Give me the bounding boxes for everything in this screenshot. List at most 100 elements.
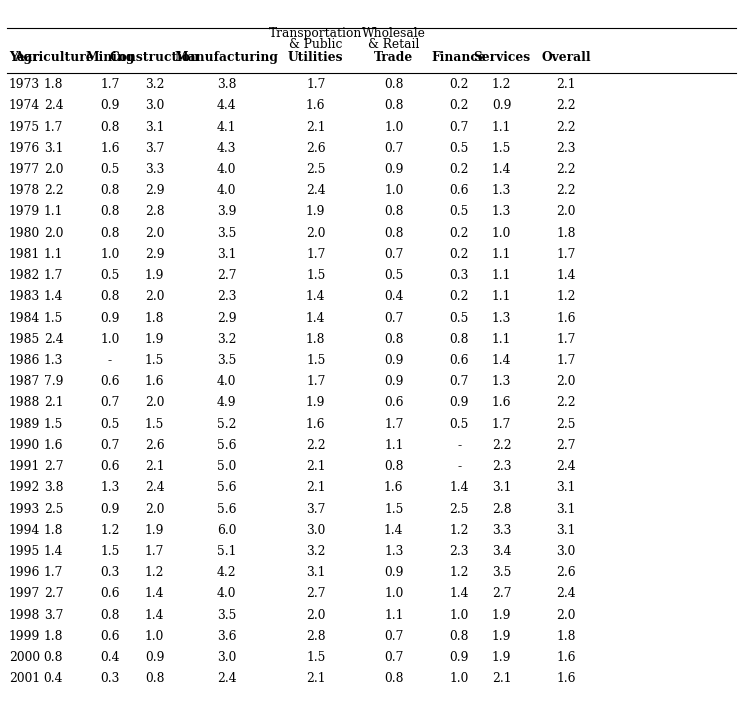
Text: 0.8: 0.8 <box>100 609 120 621</box>
Text: Trade: Trade <box>374 50 413 63</box>
Text: Mining: Mining <box>85 50 134 63</box>
Text: 2.0: 2.0 <box>557 205 576 218</box>
Text: 2.9: 2.9 <box>145 248 164 261</box>
Text: 0.9: 0.9 <box>450 397 469 410</box>
Text: 0.8: 0.8 <box>384 460 403 473</box>
Text: Services: Services <box>473 50 530 63</box>
Text: 1.0: 1.0 <box>100 333 120 346</box>
Text: 0.5: 0.5 <box>384 269 403 282</box>
Text: 1997: 1997 <box>9 587 40 600</box>
Text: 2.1: 2.1 <box>306 481 325 494</box>
Text: 1.7: 1.7 <box>492 417 511 431</box>
Text: 0.9: 0.9 <box>450 651 469 664</box>
Text: 0.8: 0.8 <box>100 227 120 240</box>
Text: -: - <box>108 354 112 367</box>
Text: 2.9: 2.9 <box>145 184 164 197</box>
Text: 2.7: 2.7 <box>44 460 63 473</box>
Text: 1979: 1979 <box>9 205 40 218</box>
Text: 1.4: 1.4 <box>44 290 63 304</box>
Text: 1.5: 1.5 <box>384 503 403 515</box>
Text: 2.3: 2.3 <box>492 460 511 473</box>
Text: 2.7: 2.7 <box>44 587 63 600</box>
Text: 2.7: 2.7 <box>492 587 511 600</box>
Text: 0.8: 0.8 <box>44 651 63 664</box>
Text: 2.2: 2.2 <box>557 121 576 134</box>
Text: 6.0: 6.0 <box>217 524 236 537</box>
Text: 1.6: 1.6 <box>557 311 576 325</box>
Text: 3.1: 3.1 <box>492 481 511 494</box>
Text: Overall: Overall <box>542 50 591 63</box>
Text: 1.3: 1.3 <box>384 545 403 558</box>
Text: Construction: Construction <box>109 50 200 63</box>
Text: 1.1: 1.1 <box>492 333 511 346</box>
Text: 1988: 1988 <box>9 397 40 410</box>
Text: 2.6: 2.6 <box>306 141 325 155</box>
Text: 0.3: 0.3 <box>100 566 120 579</box>
Text: Year: Year <box>9 50 39 63</box>
Text: 1.4: 1.4 <box>557 269 576 282</box>
Text: 0.6: 0.6 <box>450 354 469 367</box>
Text: & Retail: & Retail <box>368 38 420 51</box>
Text: 0.9: 0.9 <box>100 503 120 515</box>
Text: 1.1: 1.1 <box>44 248 63 261</box>
Text: 2.2: 2.2 <box>306 439 325 452</box>
Text: 0.7: 0.7 <box>100 397 120 410</box>
Text: 0.4: 0.4 <box>44 673 63 685</box>
Text: 3.1: 3.1 <box>557 481 576 494</box>
Text: 1.3: 1.3 <box>492 375 511 388</box>
Text: 1.5: 1.5 <box>145 354 164 367</box>
Text: 1987: 1987 <box>9 375 40 388</box>
Text: 2.1: 2.1 <box>44 397 63 410</box>
Text: 2.3: 2.3 <box>450 545 469 558</box>
Text: 1.5: 1.5 <box>492 141 511 155</box>
Text: 0.2: 0.2 <box>450 78 469 91</box>
Text: 1.6: 1.6 <box>306 417 325 431</box>
Text: 3.2: 3.2 <box>217 333 236 346</box>
Text: 2.8: 2.8 <box>306 630 325 643</box>
Text: 1982: 1982 <box>9 269 40 282</box>
Text: 3.0: 3.0 <box>217 651 236 664</box>
Text: 1999: 1999 <box>9 630 40 643</box>
Text: 3.9: 3.9 <box>217 205 236 218</box>
Text: 3.5: 3.5 <box>492 566 511 579</box>
Text: 4.0: 4.0 <box>217 184 236 197</box>
Text: 1.1: 1.1 <box>492 290 511 304</box>
Text: 1.8: 1.8 <box>44 630 63 643</box>
Text: 4.4: 4.4 <box>217 100 236 112</box>
Text: 2.4: 2.4 <box>306 184 325 197</box>
Text: 3.3: 3.3 <box>145 163 164 176</box>
Text: 2.2: 2.2 <box>557 100 576 112</box>
Text: & Public: & Public <box>289 38 343 51</box>
Text: 2.2: 2.2 <box>557 184 576 197</box>
Text: 2.9: 2.9 <box>217 311 236 325</box>
Text: 3.0: 3.0 <box>306 524 325 537</box>
Text: 0.9: 0.9 <box>384 354 403 367</box>
Text: 1.4: 1.4 <box>44 545 63 558</box>
Text: 1992: 1992 <box>9 481 40 494</box>
Text: 0.8: 0.8 <box>384 78 403 91</box>
Text: 5.6: 5.6 <box>217 503 236 515</box>
Text: 1.8: 1.8 <box>44 524 63 537</box>
Text: 2.0: 2.0 <box>557 609 576 621</box>
Text: 1990: 1990 <box>9 439 40 452</box>
Text: 3.7: 3.7 <box>145 141 164 155</box>
Text: 0.5: 0.5 <box>450 205 469 218</box>
Text: 1976: 1976 <box>9 141 40 155</box>
Text: 1.4: 1.4 <box>450 587 469 600</box>
Text: 1.4: 1.4 <box>492 354 511 367</box>
Text: 1991: 1991 <box>9 460 40 473</box>
Text: 1.2: 1.2 <box>450 566 469 579</box>
Text: 3.0: 3.0 <box>145 100 164 112</box>
Text: 2.1: 2.1 <box>145 460 164 473</box>
Text: 1.3: 1.3 <box>492 311 511 325</box>
Text: 2.1: 2.1 <box>557 78 576 91</box>
Text: 1.7: 1.7 <box>44 269 63 282</box>
Text: 1.0: 1.0 <box>492 227 511 240</box>
Text: 2.2: 2.2 <box>557 397 576 410</box>
Text: 1.0: 1.0 <box>100 248 120 261</box>
Text: Manufacturing: Manufacturing <box>175 50 279 63</box>
Text: 3.8: 3.8 <box>44 481 63 494</box>
Text: 1.7: 1.7 <box>306 78 325 91</box>
Text: 2.2: 2.2 <box>492 439 511 452</box>
Text: 0.7: 0.7 <box>384 651 403 664</box>
